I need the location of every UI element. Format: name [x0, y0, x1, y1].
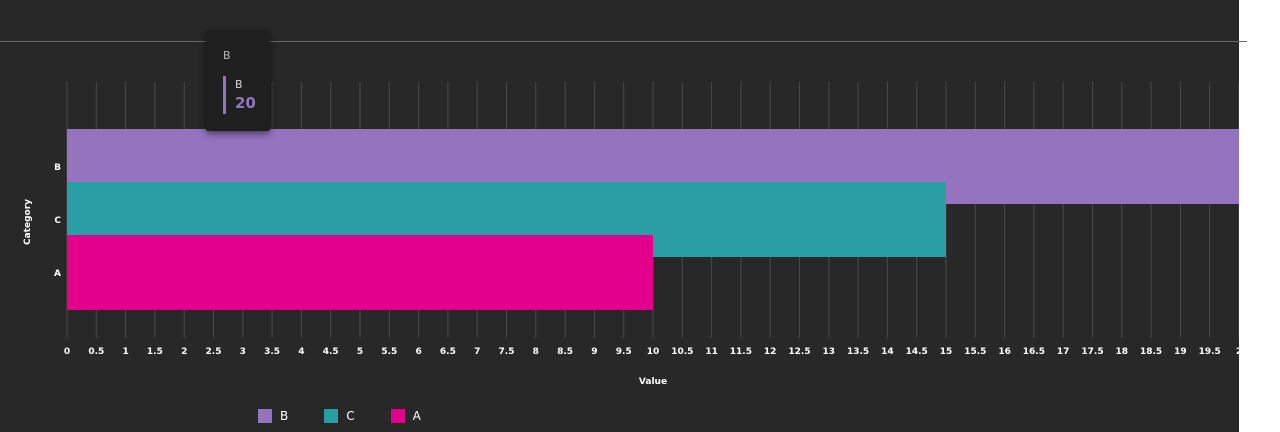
x-tick-label: 3 [240, 347, 246, 357]
x-tick-label: 9 [591, 347, 597, 357]
tooltip: B B 20 [206, 31, 270, 131]
x-tick-label: 0.5 [88, 347, 104, 357]
x-tick-label: 15.5 [964, 347, 986, 357]
x-tick-label: 2 [181, 347, 187, 357]
y-category-labels: B C A [54, 163, 61, 279]
bar-a[interactable] [67, 235, 653, 310]
x-tick-label: 19 [1174, 347, 1187, 357]
x-tick-label: 13 [823, 347, 836, 357]
legend-label: C [346, 409, 355, 423]
x-tick-label: 2.5 [206, 347, 222, 357]
y-category-label: C [54, 216, 61, 226]
x-tick-label: 11.5 [730, 347, 752, 357]
tooltip-title: B [223, 49, 231, 62]
legend-label: A [412, 409, 421, 423]
x-tick-label: 14.5 [906, 347, 928, 357]
x-tick-label: 18 [1116, 347, 1129, 357]
x-tick-label: 16 [998, 347, 1011, 357]
tooltip-value: 20 [235, 94, 256, 112]
x-tick-label: 3.5 [264, 347, 280, 357]
x-tick-label: 5 [357, 347, 363, 357]
x-tick-label: 12 [764, 347, 777, 357]
x-tick-label: 11 [705, 347, 718, 357]
x-tick-label: 17.5 [1081, 347, 1103, 357]
x-tick-label: 8.5 [557, 347, 573, 357]
x-tick-label: 8 [533, 347, 539, 357]
x-tick-label: 6.5 [440, 347, 456, 357]
x-tick-label: 18.5 [1140, 347, 1162, 357]
x-axis-title: Value [639, 377, 667, 387]
x-tick-label: 17 [1057, 347, 1070, 357]
x-tick-label: 9.5 [616, 347, 632, 357]
x-tick-label: 7 [474, 347, 480, 357]
x-tick-label: 12.5 [788, 347, 810, 357]
legend-swatch [324, 409, 339, 423]
x-tick-label: 5.5 [381, 347, 397, 357]
legend-label: B [280, 409, 289, 423]
x-tick-label: 16.5 [1023, 347, 1045, 357]
bar-chart: 0 0.5 1 1.5 2 2.5 3 3.5 4 4.5 5 5.5 6 6.5 7 7.5 8 8.5 9 9.5… [23, 82, 1239, 387]
legend-swatch [390, 409, 405, 423]
x-tick-label: 7.5 [499, 347, 515, 357]
x-tick-label: 4.5 [323, 347, 339, 357]
legend-item-b[interactable]: B [258, 409, 288, 423]
x-tick-label: 0 [64, 347, 70, 357]
y-category-label: B [54, 163, 61, 173]
header-divider [0, 41, 1239, 42]
legend-item-a[interactable]: A [390, 409, 421, 423]
x-tick-label: 6 [415, 347, 421, 357]
x-tick-label: 2 [1236, 347, 1239, 357]
legend-item-c[interactable]: C [324, 409, 355, 423]
x-tick-label: 10.5 [671, 347, 693, 357]
x-tick-label: 14 [881, 347, 894, 357]
x-tick-label: 13.5 [847, 347, 869, 357]
legend-swatch [258, 409, 272, 423]
tooltip-series-name: B [235, 78, 243, 91]
chart-panel: 0 0.5 1 1.5 2 2.5 3 3.5 4 4.5 5 5.5 6 6.5 7 7.5 8 8.5 9 9.5… [0, 0, 1239, 432]
x-tick-label: 15 [940, 347, 953, 357]
bars [67, 129, 1239, 310]
y-axis-title: Category [23, 199, 33, 245]
x-tick-label: 19.5 [1199, 347, 1221, 357]
x-tick-label: 10 [647, 347, 660, 357]
x-tick-label: 1 [122, 347, 128, 357]
x-tick-label: 4 [298, 347, 304, 357]
x-tick-labels: 0 0.5 1 1.5 2 2.5 3 3.5 4 4.5 5 5.5 6 6.5 7 7.5 8 8.5 9 9.5… [64, 347, 1239, 357]
x-tick-label: 1.5 [147, 347, 163, 357]
y-category-label: A [54, 269, 61, 279]
tooltip-series-marker [223, 76, 226, 114]
header-divider-extension [1239, 41, 1247, 42]
